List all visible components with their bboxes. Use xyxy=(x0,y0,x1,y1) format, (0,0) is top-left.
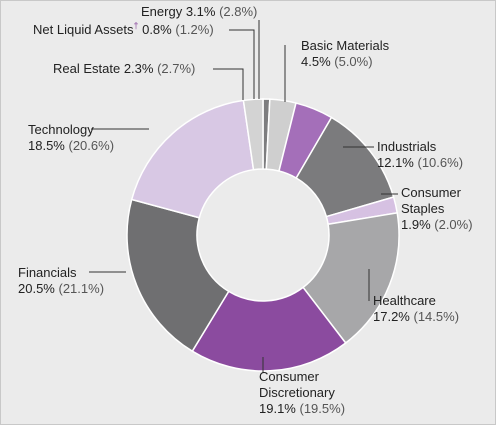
prior-value-label: (21.1%) xyxy=(58,281,105,296)
category-label-group: Healthcare xyxy=(373,293,483,309)
slice-label: Financials 20.5% (21.1%) xyxy=(18,265,128,297)
slice-label: Consumer Staples 1.9% (2.0%) xyxy=(401,185,491,233)
prior-value-label: (2.8%) xyxy=(219,4,258,19)
prior-value-label: (1.2%) xyxy=(175,22,214,37)
slice xyxy=(242,98,264,171)
category-label: Real Estate xyxy=(53,61,121,76)
value-label: 1.9% xyxy=(401,217,431,232)
slice-label: Industrials 12.1% (10.6%) xyxy=(377,139,487,171)
slice xyxy=(130,99,255,219)
category-label-group: Technology xyxy=(28,122,138,138)
slice-label: Real Estate 2.3% (2.7%) xyxy=(53,61,253,77)
category-label: Technology xyxy=(28,122,94,137)
prior-value-label: (5.0%) xyxy=(334,54,373,69)
prior-value-label: (20.6%) xyxy=(68,138,115,153)
category-label: Energy xyxy=(141,4,183,19)
slice-label: Technology 18.5% (20.6%) xyxy=(28,122,138,154)
category-label: Net Liquid Assets xyxy=(33,22,134,37)
prior-value-label: (2.7%) xyxy=(157,61,196,76)
value-label: 17.2% xyxy=(373,309,410,324)
value-label: 4.5% xyxy=(301,54,331,69)
category-label-group: Net Liquid Assets† xyxy=(33,20,142,37)
category-label: Industrials xyxy=(377,139,437,154)
value-label: 12.1% xyxy=(377,155,414,170)
category-label: Financials xyxy=(18,265,77,280)
category-label: Healthcare xyxy=(373,293,436,308)
category-label: Basic Materials xyxy=(301,38,390,53)
category-label: Consumer Discretionary xyxy=(259,369,335,400)
category-label-group: Real Estate xyxy=(53,61,124,76)
prior-value-label: (2.0%) xyxy=(434,217,473,232)
value-label: 3.1% xyxy=(185,4,216,19)
leader-line xyxy=(213,68,244,100)
slice-label: Basic Materials 4.5% (5.0%) xyxy=(301,38,421,70)
value-label: 2.3% xyxy=(123,61,154,76)
value-label: 20.5% xyxy=(18,281,55,296)
slice xyxy=(302,212,400,345)
category-label-group: Basic Materials xyxy=(301,38,421,54)
leader-line xyxy=(229,29,255,99)
value-label: 0.8% xyxy=(142,22,172,37)
value-label: 18.5% xyxy=(28,138,65,153)
value-label: 19.1% xyxy=(259,401,296,416)
category-label-group: Energy xyxy=(141,4,186,19)
slice-label: Net Liquid Assets† 0.8% (1.2%) xyxy=(33,20,263,38)
slice-label: Healthcare 17.2% (14.5%) xyxy=(373,293,483,325)
category-label-group: Financials xyxy=(18,265,128,281)
slice xyxy=(191,286,347,372)
prior-value-label: (14.5%) xyxy=(413,309,460,324)
category-label-group: Consumer Staples xyxy=(401,185,481,217)
slice-label: Energy 3.1% (2.8%) xyxy=(141,4,341,20)
prior-value-label: (10.6%) xyxy=(417,155,464,170)
category-label: Consumer Staples xyxy=(401,185,461,216)
category-label-group: Industrials xyxy=(377,139,487,155)
slice xyxy=(126,198,230,353)
category-label-group: Consumer Discretionary xyxy=(259,369,339,401)
footnote-mark: † xyxy=(133,20,139,31)
slice-label: Consumer Discretionary 19.1% (19.5%) xyxy=(259,369,359,417)
prior-value-label: (19.5%) xyxy=(299,401,346,416)
